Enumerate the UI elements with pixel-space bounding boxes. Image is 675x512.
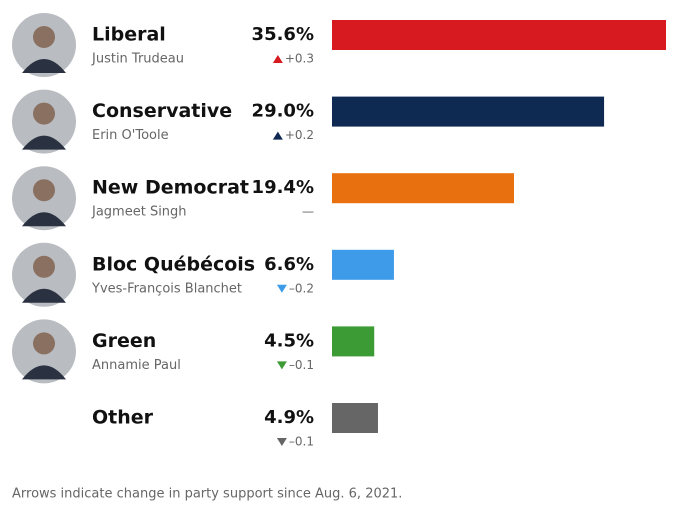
change-arrow (276, 284, 287, 293)
party-name: Green (92, 330, 156, 352)
bar (332, 326, 375, 357)
leader-name: Erin O'Toole (92, 128, 169, 143)
value-label: 19.4% (252, 177, 314, 198)
change-label: — (302, 205, 314, 219)
party-name: Liberal (92, 24, 166, 46)
footnote: Arrows indicate change in party support … (12, 487, 402, 502)
party-name: Bloc Québécois (92, 253, 255, 275)
change-label: –0.2 (289, 281, 314, 295)
leader-name: Yves-François Blanchet (91, 281, 242, 296)
bar (332, 173, 515, 204)
value-label: 4.5% (264, 330, 314, 351)
value-label: 6.6% (264, 254, 314, 275)
party-name: Other (92, 407, 154, 429)
value-label: 4.9% (264, 407, 314, 428)
value-label: 29.0% (252, 101, 314, 122)
photo-head (33, 102, 55, 125)
change-label: –0.1 (289, 435, 314, 449)
photo-head (33, 332, 55, 355)
bar (332, 20, 666, 50)
change-label: +0.2 (285, 128, 314, 142)
photo-head (33, 26, 55, 48)
photo-body (22, 288, 66, 303)
change-label: +0.3 (285, 52, 314, 66)
value-label: 35.6% (252, 24, 314, 45)
photo-head (33, 255, 55, 278)
bar (332, 96, 605, 127)
bar (332, 249, 394, 280)
photo-body (22, 212, 66, 227)
change-arrow (276, 438, 287, 446)
leader-name: Justin Trudeau (91, 52, 184, 67)
change-arrow (272, 55, 283, 63)
party-name: New Democrat (92, 177, 249, 199)
bar (332, 403, 378, 433)
photo-body (22, 135, 66, 150)
change-label: –0.1 (289, 358, 314, 372)
party-name: Conservative (92, 100, 232, 122)
photo-head (33, 179, 55, 202)
change-arrow (276, 361, 287, 370)
change-arrow (272, 131, 283, 140)
leader-name: Annamie Paul (92, 358, 181, 373)
photo-body (22, 59, 66, 73)
photo-body (22, 365, 66, 380)
leader-name: Jagmeet Singh (91, 205, 187, 220)
